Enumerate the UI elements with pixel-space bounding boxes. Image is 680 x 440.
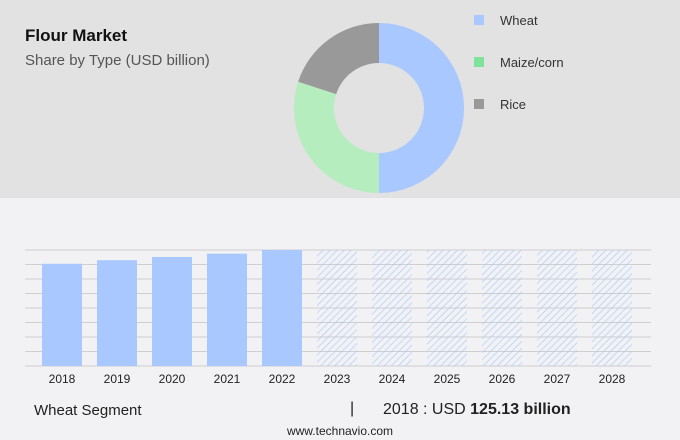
bar-2019 <box>97 260 137 366</box>
x-label-2026: 2026 <box>488 372 516 386</box>
x-label-2022: 2022 <box>268 372 296 386</box>
x-label-2027: 2027 <box>543 372 571 386</box>
donut-chart <box>294 23 464 193</box>
bar-2018 <box>42 263 82 366</box>
segment-value: 2018 : USD 125.13 billion <box>383 401 571 418</box>
rice-swatch-icon <box>474 99 484 109</box>
donut-slice-wheat <box>379 23 464 193</box>
forecast-bar-2028 <box>592 250 632 366</box>
forecast-bar-2027 <box>537 250 577 366</box>
x-label-2018: 2018 <box>48 372 76 386</box>
chart-title: Flour Market <box>25 26 128 45</box>
bar-chart <box>25 249 651 367</box>
forecast-bar-2026 <box>482 250 522 366</box>
maize-swatch-icon <box>474 57 484 67</box>
bar-2022 <box>262 250 302 366</box>
x-label-2025: 2025 <box>433 372 461 386</box>
chart-subtitle: Share by Type (USD billion) <box>25 52 210 69</box>
legend-item-maize: Maize/corn <box>474 52 564 72</box>
x-label-2023: 2023 <box>323 372 351 386</box>
donut-slice-maize-corn <box>294 81 379 193</box>
x-label-2028: 2028 <box>598 372 626 386</box>
x-label-2024: 2024 <box>378 372 406 386</box>
forecast-bar-2025 <box>427 250 467 366</box>
donut-slice-rice <box>298 23 379 95</box>
forecast-bar-2024 <box>372 250 412 366</box>
source-url: www.technavio.com <box>286 424 394 438</box>
separator: | <box>350 400 355 417</box>
bar-2021 <box>207 253 247 366</box>
legend-item-wheat: Wheat <box>474 10 538 30</box>
x-label-2019: 2019 <box>103 372 131 386</box>
segment-label: Wheat Segment <box>34 402 142 419</box>
x-label-2020: 2020 <box>158 372 186 386</box>
legend-item-rice: Rice <box>474 94 526 114</box>
forecast-bar-2023 <box>317 250 357 366</box>
wheat-swatch-icon <box>474 15 484 25</box>
x-label-2021: 2021 <box>213 372 241 386</box>
bar-2020 <box>152 256 192 366</box>
